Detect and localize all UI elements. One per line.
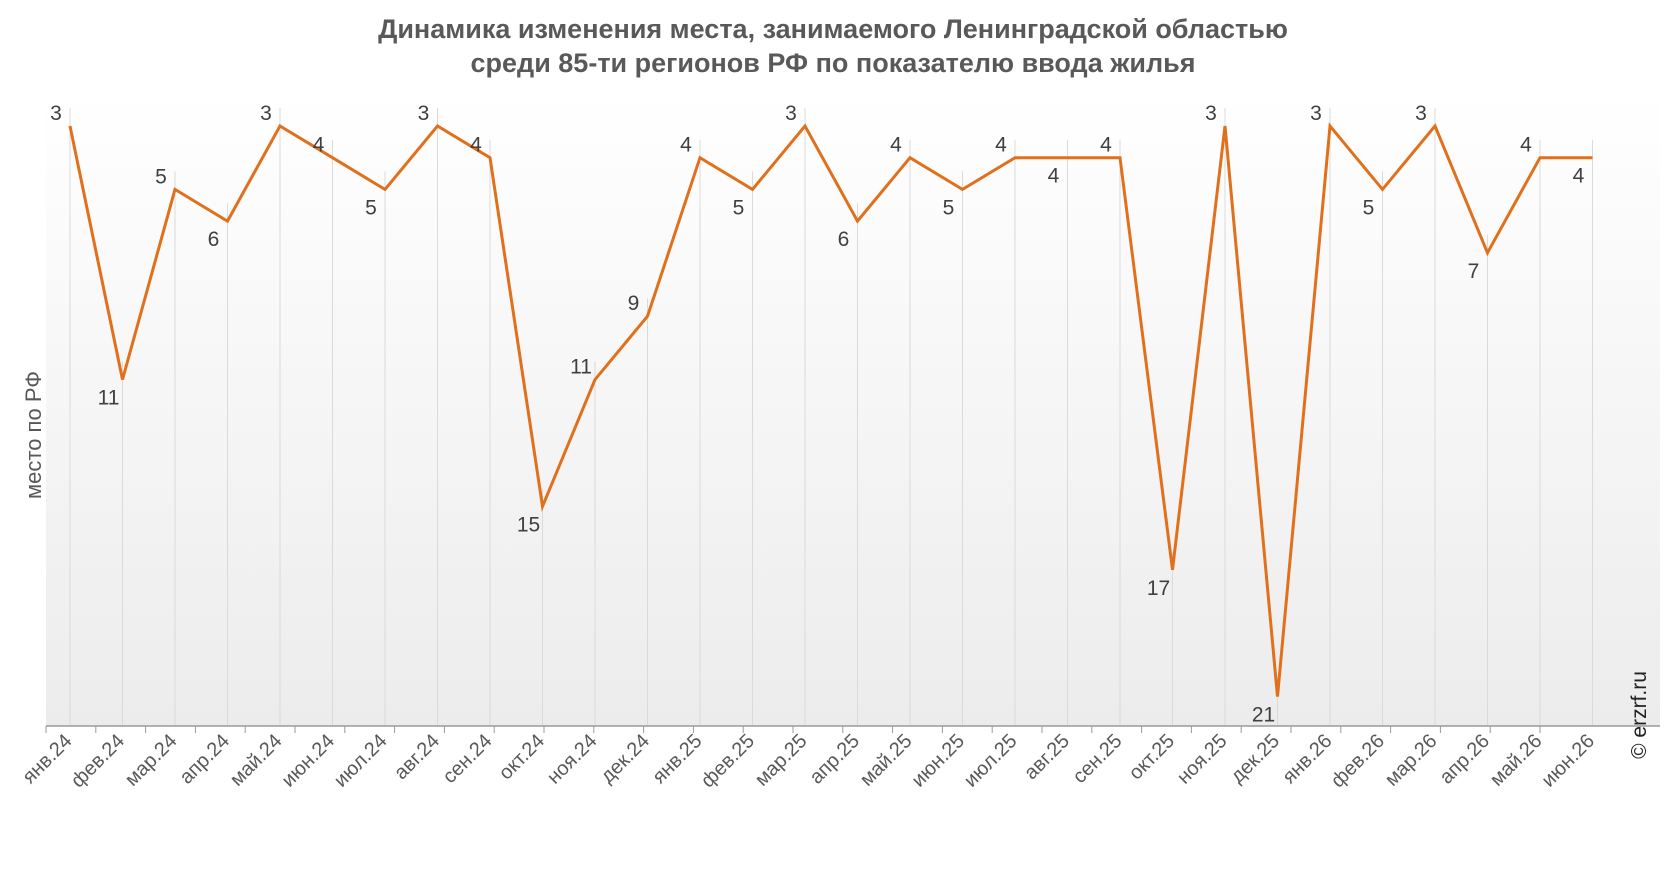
x-tick-label: янв.25 <box>648 730 706 788</box>
chart-title: Динамика изменения места, занимаемого Ле… <box>0 12 1666 80</box>
data-label: 6 <box>838 228 850 251</box>
x-tick-label: фев.24 <box>67 730 129 792</box>
series-line <box>68 122 1593 697</box>
x-tick-label: ноя.24 <box>543 730 602 789</box>
data-label: 6 <box>208 228 220 251</box>
x-tick-label: июн.25 <box>907 730 969 792</box>
chart-title-line-1: Динамика изменения места, занимаемого Ле… <box>378 14 1288 44</box>
x-tick-label: окт.24 <box>495 730 549 784</box>
x-tick-label: мар.25 <box>751 730 812 791</box>
data-label: 3 <box>785 102 797 125</box>
x-tick-label: июл.24 <box>330 730 392 792</box>
data-label: 17 <box>1147 577 1170 600</box>
data-label: 4 <box>1520 134 1532 157</box>
data-label: 11 <box>570 356 592 379</box>
x-tick-label: апр.24 <box>175 730 234 789</box>
data-label: 5 <box>733 196 745 219</box>
data-label: 4 <box>1048 165 1060 188</box>
x-tick-label: апр.25 <box>805 730 864 789</box>
data-label: 5 <box>365 196 377 219</box>
data-label: 3 <box>50 102 62 125</box>
data-label: 4 <box>470 134 482 157</box>
data-label: 15 <box>517 513 540 536</box>
x-tick-label: окт.25 <box>1125 730 1179 784</box>
data-label: 5 <box>943 196 955 219</box>
x-tick-label: май.24 <box>226 730 287 791</box>
x-tick-label: мар.26 <box>1381 730 1442 791</box>
x-tick-label: май.26 <box>1486 730 1547 791</box>
data-label: 5 <box>1363 196 1375 219</box>
data-label: 3 <box>1205 102 1217 125</box>
data-label: 11 <box>98 387 120 410</box>
data-label: 3 <box>1310 102 1322 125</box>
data-label: 4 <box>680 134 692 157</box>
data-label: 4 <box>313 134 325 157</box>
data-label: 3 <box>418 102 430 125</box>
x-tick-label: апр.26 <box>1435 730 1494 789</box>
chart-title-line-2: среди 85-ти регионов РФ по показателю вв… <box>470 48 1196 78</box>
data-label: 21 <box>1252 704 1275 727</box>
x-tick-label: дек.24 <box>597 730 655 788</box>
x-tick-label: мар.24 <box>121 730 182 791</box>
x-tick-label: фев.25 <box>697 730 759 792</box>
x-tick-label: янв.24 <box>18 730 76 788</box>
x-tick-label: июл.25 <box>960 730 1022 792</box>
data-label: 3 <box>1415 102 1427 125</box>
x-tick-label: авг.25 <box>1020 730 1074 784</box>
watermark: © erzrf.ru <box>1628 671 1651 759</box>
data-label: 4 <box>1573 165 1585 188</box>
x-tick-label: июн.26 <box>1537 730 1599 792</box>
data-label: 4 <box>890 134 902 157</box>
x-tick-label: дек.25 <box>1227 730 1285 788</box>
x-tick-label: сен.24 <box>439 730 497 788</box>
data-label: 7 <box>1468 260 1480 283</box>
x-tick-label: июн.24 <box>277 730 339 792</box>
x-tick-label: сен.25 <box>1069 730 1127 788</box>
x-tick-label: янв.26 <box>1278 730 1336 788</box>
data-label: 9 <box>628 292 640 315</box>
x-tick-label: авг.24 <box>390 730 444 784</box>
data-label: 4 <box>1100 134 1112 157</box>
data-label: 4 <box>995 134 1007 157</box>
x-tick-label: май.25 <box>856 730 917 791</box>
x-tick-label: ноя.25 <box>1173 730 1232 789</box>
x-tick-label: фев.26 <box>1327 730 1389 792</box>
data-label: 3 <box>260 102 272 125</box>
data-label: 5 <box>155 165 167 188</box>
plot-background <box>46 92 1660 726</box>
